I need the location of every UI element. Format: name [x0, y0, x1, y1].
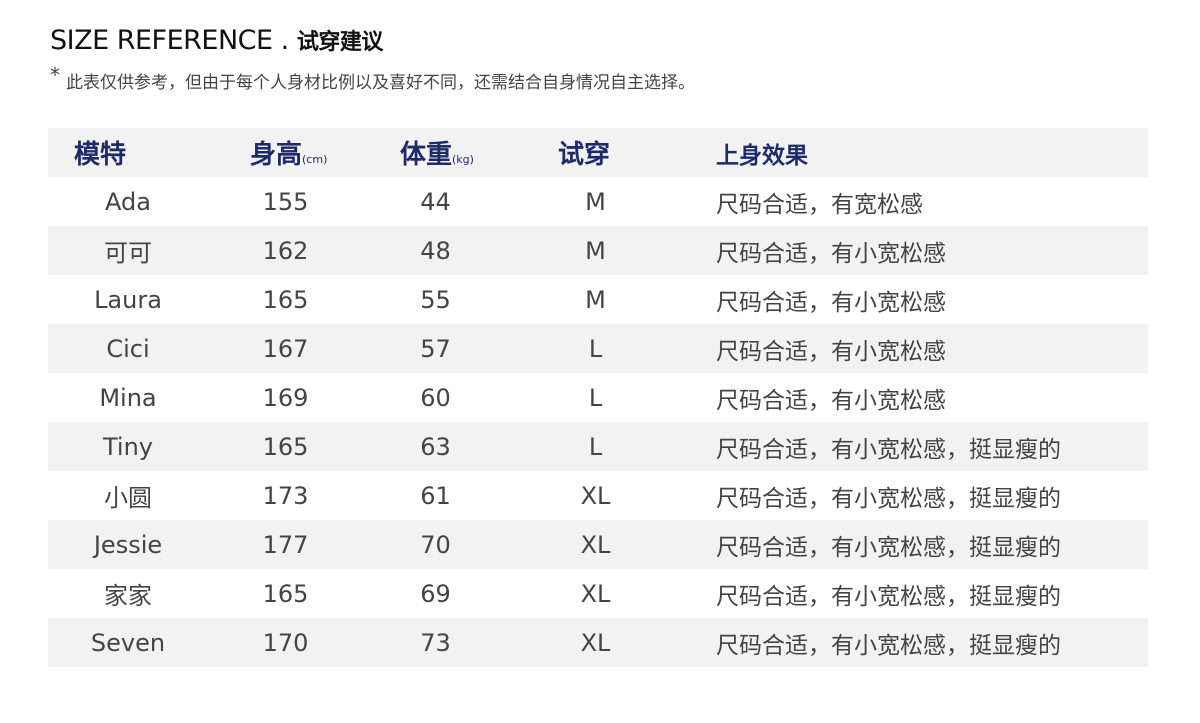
- size-cell: XL: [580, 579, 611, 608]
- table-row: 可可 162 48 M 尺码合适，有小宽松感: [48, 226, 1148, 275]
- model-name-cell: Seven: [90, 628, 166, 657]
- column-header-label: 上身效果: [716, 142, 808, 169]
- table-row: Cici 167 57 L 尺码合适，有小宽松感: [48, 324, 1148, 373]
- model-name-cell: 可可: [104, 239, 152, 267]
- model-name-cell: Laura: [94, 285, 162, 314]
- model-name-cell: Tiny: [102, 432, 153, 461]
- fit-effect-cell: 尺码合适，有小宽松感: [716, 289, 946, 316]
- column-header: 体重(kg): [363, 128, 508, 177]
- fit-effect-cell: 尺码合适，有小宽松感，挺显瘦的: [716, 436, 1061, 463]
- fit-effect-cell: 尺码合适，有小宽松感，挺显瘦的: [716, 583, 1061, 610]
- fit-effect-cell: 尺码合适，有小宽松感: [716, 338, 946, 365]
- fit-effect-cell: 尺码合适，有小宽松感，挺显瘦的: [716, 534, 1061, 561]
- weight-cell: 61: [420, 481, 451, 510]
- size-table: 模特 身高(cm) 体重(kg) 试穿 上身效果 Ada 155 44 M 尺码合适，有宽松感可…: [48, 128, 1148, 667]
- model-name-cell: Jessie: [93, 530, 163, 559]
- height-cell: 167: [262, 334, 309, 363]
- model-name-cell: 家家: [104, 582, 152, 610]
- height-cell: 165: [262, 579, 309, 608]
- weight-cell: 69: [420, 579, 451, 608]
- column-header: 上身效果: [683, 128, 1148, 177]
- weight-cell: 48: [420, 236, 451, 265]
- column-header: 试穿: [508, 128, 683, 177]
- weight-cell: 73: [420, 628, 451, 657]
- table-row: 家家 165 69 XL 尺码合适，有小宽松感，挺显瘦的: [48, 569, 1148, 618]
- table-header-row: 模特 身高(cm) 体重(kg) 试穿 上身效果: [48, 128, 1148, 177]
- table-row: Laura 165 55 M 尺码合适，有小宽松感: [48, 275, 1148, 324]
- size-cell: XL: [580, 481, 611, 510]
- table-row: Mina 169 60 L 尺码合适，有小宽松感: [48, 373, 1148, 422]
- table-row: Ada 155 44 M 尺码合适，有宽松感: [48, 177, 1148, 226]
- column-header: 身高(cm): [208, 128, 363, 177]
- title-en: SIZE REFERENCE .: [50, 25, 289, 56]
- fit-effect-cell: 尺码合适，有小宽松感，挺显瘦的: [716, 485, 1061, 512]
- model-name-cell: Mina: [99, 383, 157, 412]
- model-name-cell: Ada: [105, 187, 151, 216]
- size-cell: XL: [580, 628, 611, 657]
- size-cell: L: [588, 334, 603, 363]
- page-title: SIZE REFERENCE . 试穿建议: [50, 24, 383, 56]
- size-cell: XL: [580, 530, 611, 559]
- size-cell: M: [585, 187, 606, 216]
- table-row: Seven 170 73 XL 尺码合适，有小宽松感，挺显瘦的: [48, 618, 1148, 667]
- table-row: 小圆 173 61 XL 尺码合适，有小宽松感，挺显瘦的: [48, 471, 1148, 520]
- column-header: 模特: [48, 128, 208, 177]
- height-cell: 173: [262, 481, 309, 510]
- size-cell: L: [588, 383, 603, 412]
- asterisk: *: [50, 63, 60, 87]
- column-header-unit: (kg): [452, 153, 474, 166]
- column-header-label: 试穿: [558, 140, 611, 170]
- fit-effect-cell: 尺码合适，有小宽松感，挺显瘦的: [716, 632, 1061, 659]
- weight-cell: 70: [420, 530, 451, 559]
- size-cell: M: [585, 236, 606, 265]
- table-row: Tiny 165 63 L 尺码合适，有小宽松感，挺显瘦的: [48, 422, 1148, 471]
- height-cell: 177: [262, 530, 309, 559]
- fit-effect-cell: 尺码合适，有小宽松感: [716, 240, 946, 267]
- weight-cell: 60: [420, 383, 451, 412]
- height-cell: 162: [262, 236, 309, 265]
- size-cell: M: [585, 285, 606, 314]
- height-cell: 165: [262, 432, 309, 461]
- fit-effect-cell: 尺码合适，有宽松感: [716, 191, 923, 218]
- disclaimer-note: * 此表仅供参考，但由于每个人身材比例以及喜好不同，还需结合自身情况自主选择。: [50, 63, 695, 93]
- size-cell: L: [588, 432, 603, 461]
- table-row: Jessie 177 70 XL 尺码合适，有小宽松感，挺显瘦的: [48, 520, 1148, 569]
- column-header-label: 身高: [250, 140, 303, 170]
- column-header-unit: (cm): [302, 153, 328, 166]
- fit-effect-cell: 尺码合适，有小宽松感: [716, 387, 946, 414]
- height-cell: 165: [262, 285, 309, 314]
- model-name-cell: 小圆: [104, 484, 152, 512]
- note-text: 此表仅供参考，但由于每个人身材比例以及喜好不同，还需结合自身情况自主选择。: [66, 73, 695, 93]
- height-cell: 169: [262, 383, 309, 412]
- weight-cell: 57: [420, 334, 451, 363]
- model-name-cell: Cici: [106, 334, 150, 363]
- weight-cell: 63: [420, 432, 451, 461]
- title-cn: 试穿建议: [296, 30, 384, 55]
- height-cell: 170: [262, 628, 309, 657]
- column-header-label: 体重: [400, 140, 453, 170]
- column-header-label: 模特: [74, 140, 127, 170]
- height-cell: 155: [262, 187, 309, 216]
- weight-cell: 44: [420, 187, 451, 216]
- weight-cell: 55: [420, 285, 451, 314]
